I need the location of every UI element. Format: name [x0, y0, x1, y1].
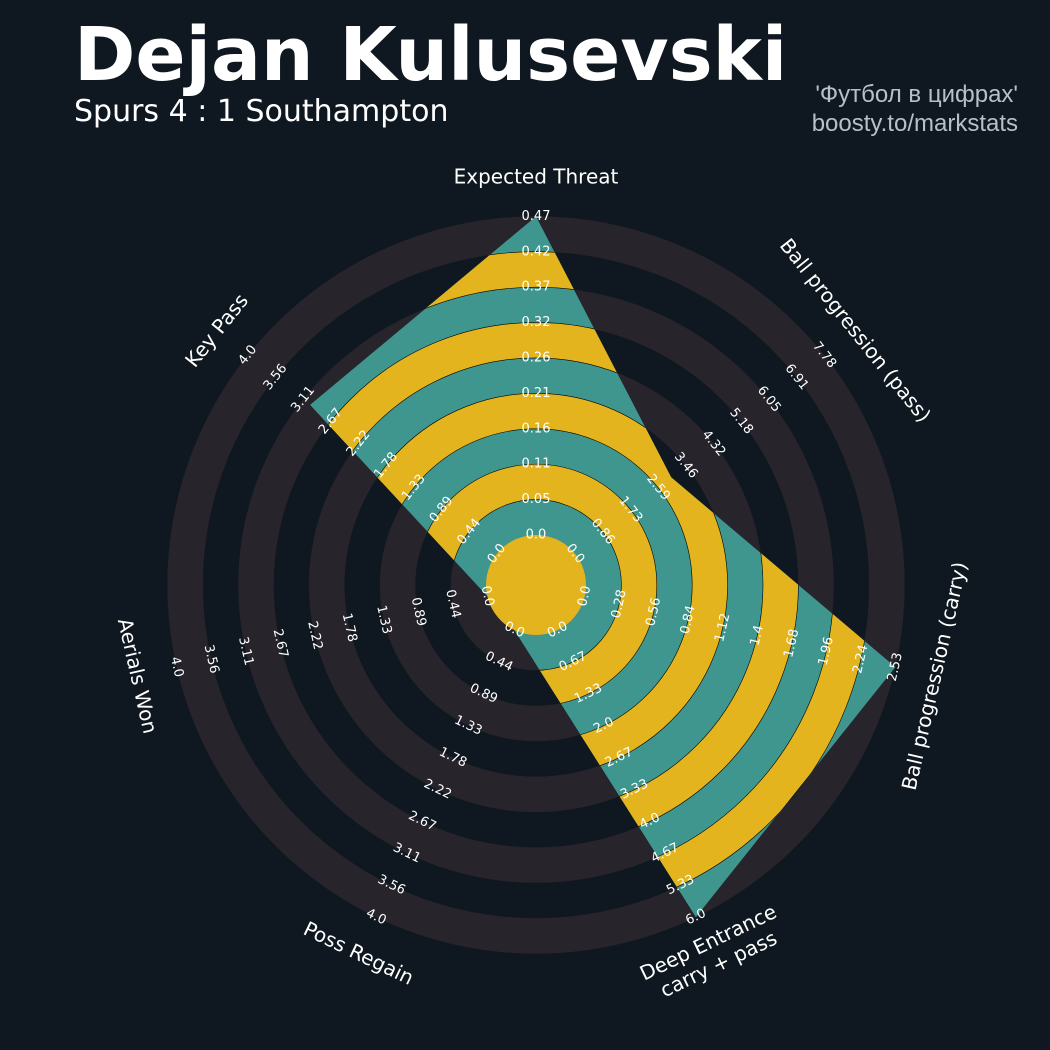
radar-center-disc	[486, 535, 586, 635]
radar-param-label: Ball progression (carry)	[897, 559, 972, 792]
player-name-title: Dejan Kulusevski	[74, 12, 788, 98]
radar-tick-label: 1.33	[373, 604, 394, 636]
radar-tick-label: 0.37	[522, 280, 551, 295]
radar-tick-label: 0.0	[575, 584, 594, 608]
radar-tick-label: 2.53	[885, 651, 906, 683]
radar-tick-label: 2.67	[270, 628, 291, 660]
radar-param-label: Expected Threat	[454, 164, 619, 188]
credit-source: 'Футбол в цифрах'	[815, 81, 1018, 108]
radar-tick-label: 0.42	[522, 244, 551, 259]
radar-tick-label: 0.21	[522, 386, 551, 401]
radar-tick-label: 1.78	[339, 612, 360, 644]
match-subtitle: Spurs 4 : 1 Southampton	[74, 94, 449, 129]
credit-block: 'Футбол в цифрах' boosty.to/markstats	[812, 80, 1018, 138]
radar-param-label: Aerials Won	[113, 616, 163, 736]
radar-tick-label: 1.96	[816, 635, 837, 667]
radar-tick-label: 1.4	[748, 624, 767, 648]
radar-tick-label: 0.56	[643, 596, 664, 628]
radar-tick-label: 3.11	[235, 635, 256, 667]
radar-tick-label: 3.56	[201, 643, 222, 675]
radar-tick-label: 2.22	[304, 620, 325, 652]
radar-tick-label: 0.44	[442, 588, 463, 620]
radar-tick-label: 2.24	[850, 643, 871, 675]
radar-tick-label: 0.84	[678, 604, 699, 636]
credit-url: boosty.to/markstats	[811, 110, 1018, 137]
radar-tick-label: 0.28	[609, 588, 630, 620]
radar-tick-label: 0.05	[522, 492, 551, 507]
radar-tick-label: 0.11	[522, 457, 551, 472]
radar-tick-label: 0.0	[478, 584, 497, 608]
radar-tick-label: 0.32	[522, 315, 551, 330]
radar-tick-label: 0.47	[522, 209, 551, 224]
radar-tick-label: 4.0	[167, 655, 186, 679]
radar-tick-label: 1.68	[781, 628, 802, 660]
radar-tick-label: 0.26	[522, 351, 551, 366]
radar-tick-label: 0.16	[522, 421, 551, 436]
radar-tick-label: 0.0	[526, 528, 547, 543]
radar-tick-label: 0.89	[408, 596, 429, 628]
radar-tick-label: 1.12	[712, 612, 733, 644]
